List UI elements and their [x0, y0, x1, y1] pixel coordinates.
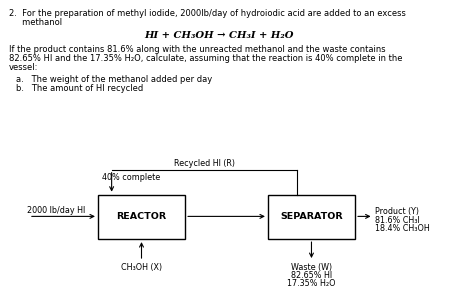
Text: 2000 lb/day HI: 2000 lb/day HI [27, 206, 85, 215]
Text: 18.4% CH₃OH: 18.4% CH₃OH [375, 224, 430, 233]
Bar [268, 194, 355, 239]
Text: 81.6% CH₃I: 81.6% CH₃I [375, 217, 420, 225]
Text: 2.  For the preparation of methyl iodide, 2000lb/day of hydroiodic acid are adde: 2. For the preparation of methyl iodide,… [9, 9, 406, 18]
Text: HI + CH₃OH → CH₃I + H₂O: HI + CH₃OH → CH₃I + H₂O [145, 31, 294, 40]
Text: 17.35% H₂O: 17.35% H₂O [287, 279, 336, 288]
Text: 82.65% HI: 82.65% HI [291, 271, 332, 280]
Text: 82.65% HI and the 17.35% H₂O, calculate, assuming that the reaction is 40% compl: 82.65% HI and the 17.35% H₂O, calculate,… [9, 54, 402, 63]
Text: b.   The amount of HI recycled: b. The amount of HI recycled [16, 84, 143, 93]
Text: methanol: methanol [9, 18, 62, 27]
Text: a.   The weight of the methanol added per day: a. The weight of the methanol added per … [16, 75, 212, 84]
Text: SEPARATOR: SEPARATOR [280, 212, 343, 221]
Text: REACTOR: REACTOR [117, 212, 166, 221]
Text: 40% complete: 40% complete [101, 173, 160, 182]
Text: Recycled HI (R): Recycled HI (R) [174, 159, 235, 168]
Text: CH₃OH (X): CH₃OH (X) [121, 263, 162, 272]
Text: vessel:: vessel: [9, 63, 38, 72]
Text: Product (Y): Product (Y) [375, 207, 419, 217]
Bar [98, 194, 185, 239]
Text: Waste (W): Waste (W) [291, 263, 332, 272]
Text: If the product contains 81.6% along with the unreacted methanol and the waste co: If the product contains 81.6% along with… [9, 45, 385, 54]
